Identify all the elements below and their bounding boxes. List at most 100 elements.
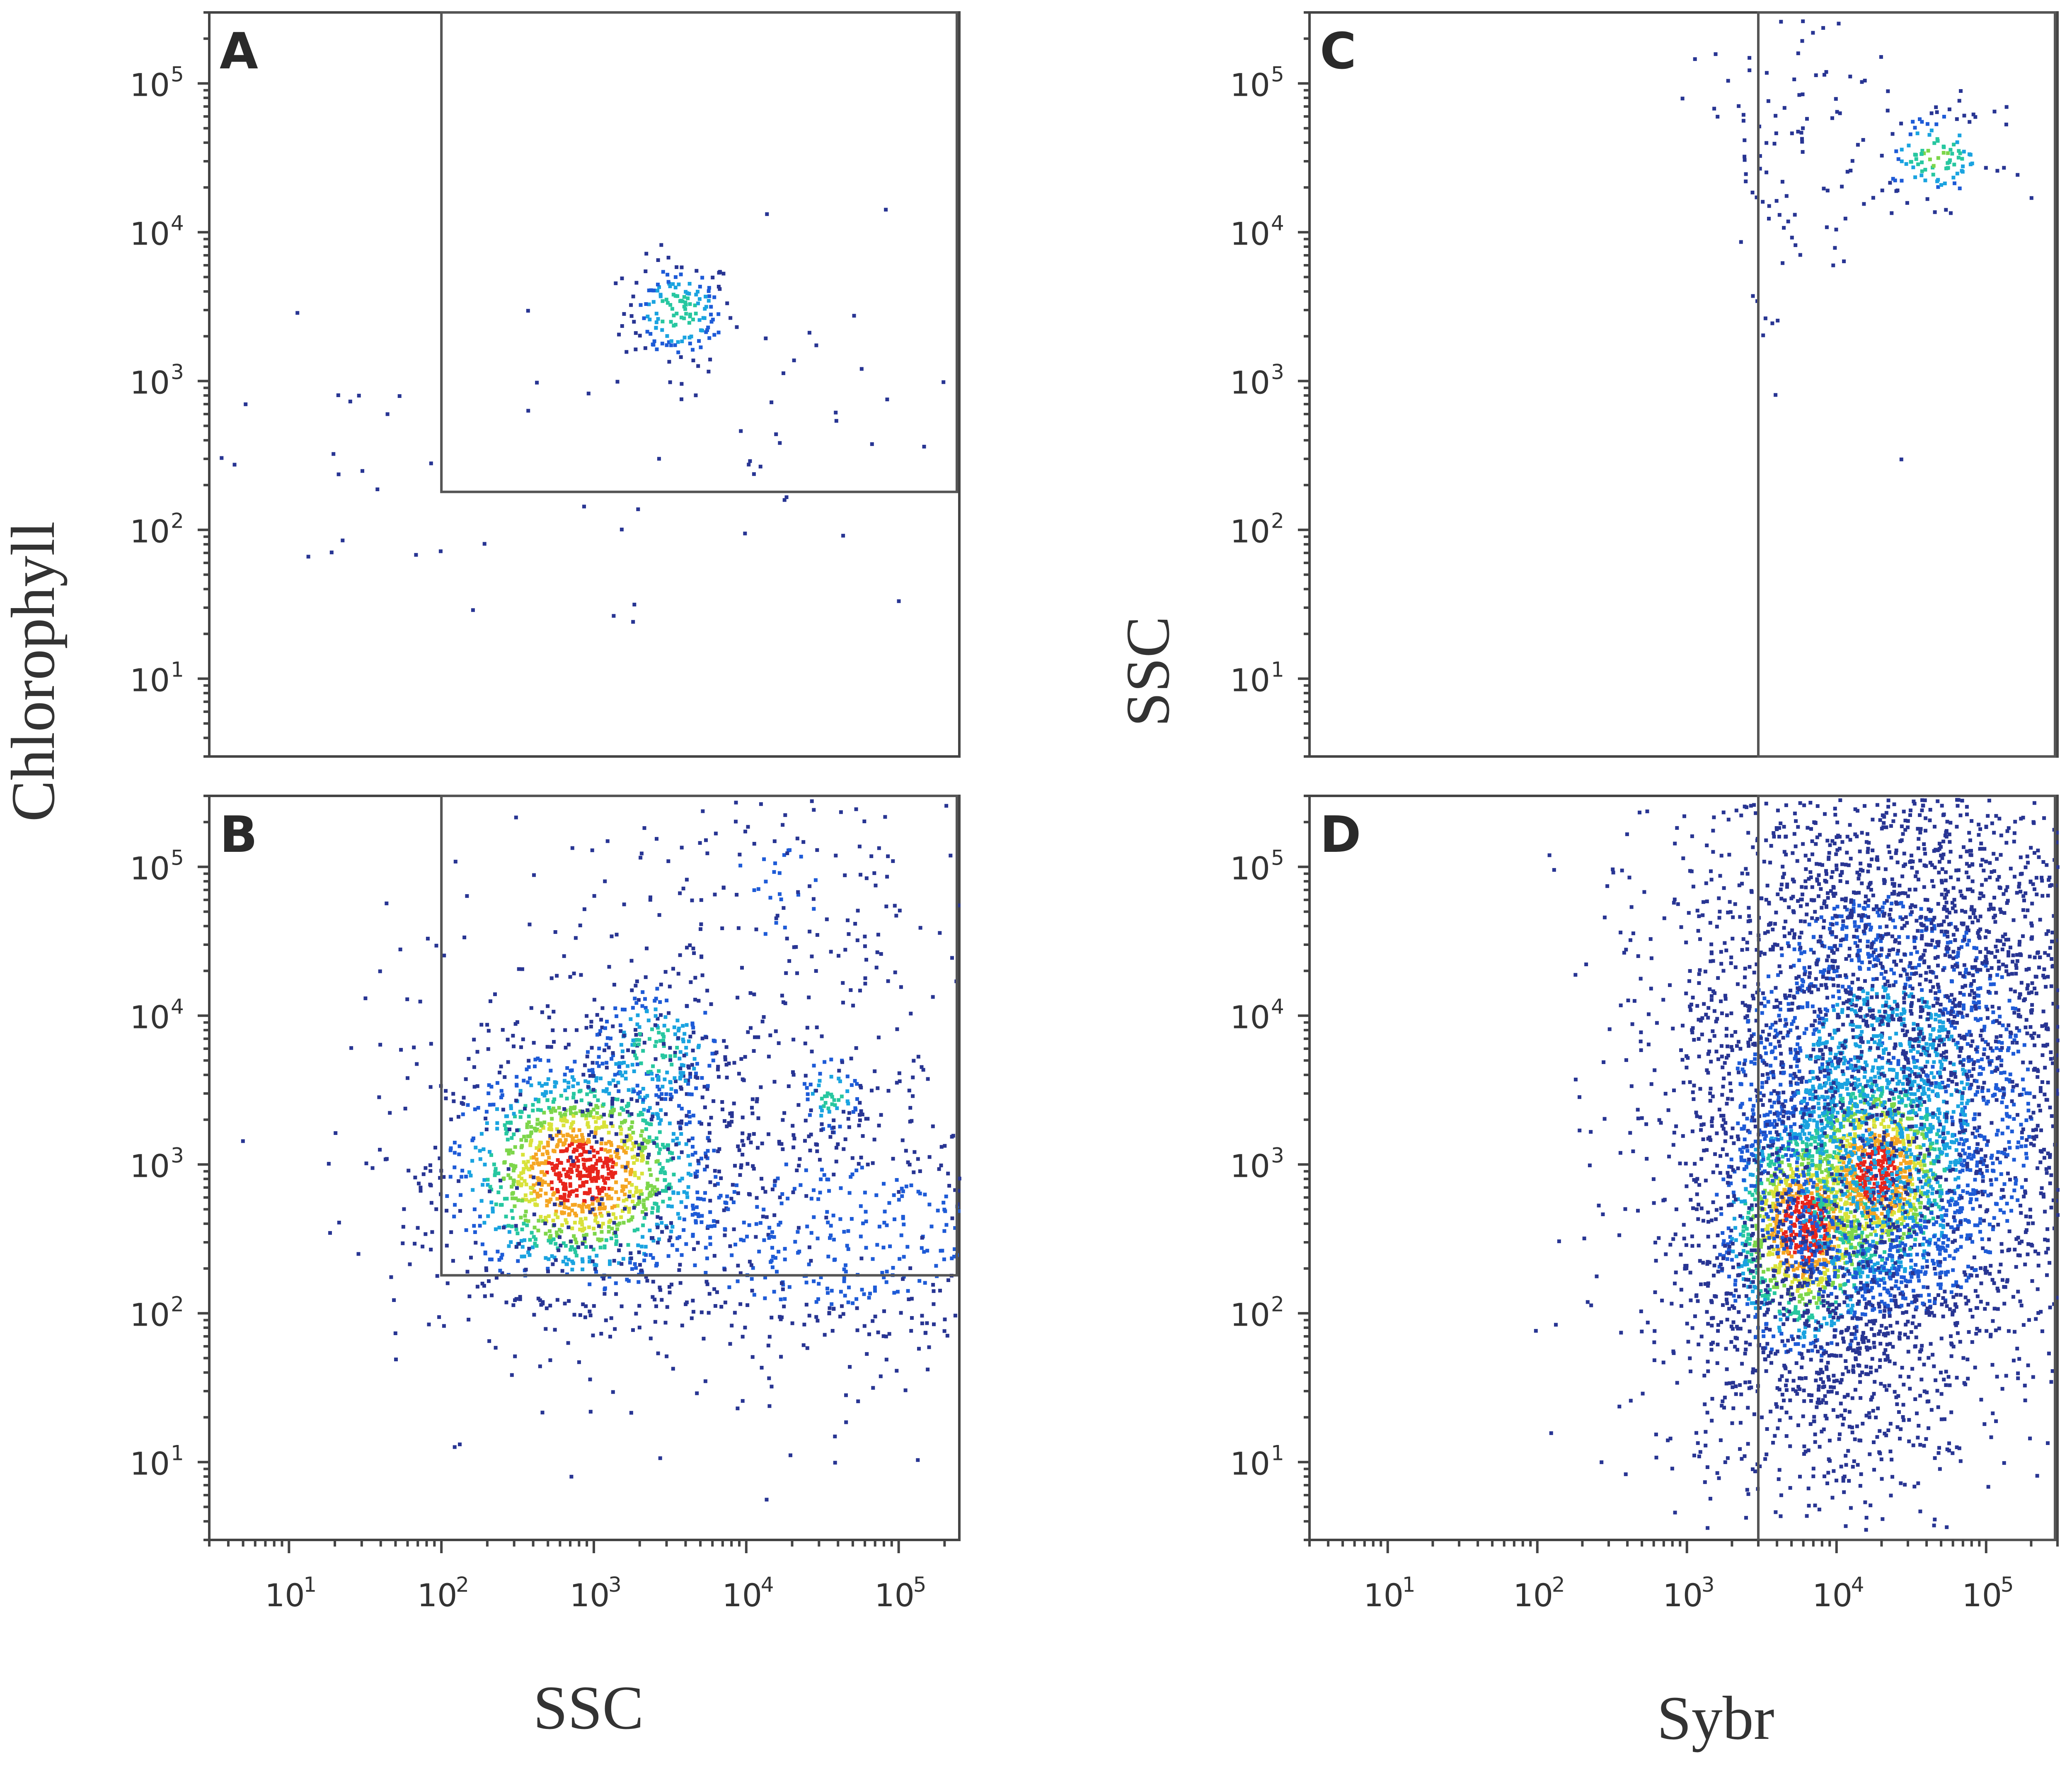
data-point bbox=[1858, 1083, 1862, 1087]
data-point bbox=[687, 282, 692, 286]
data-point bbox=[784, 971, 788, 975]
data-point bbox=[873, 1314, 877, 1319]
data-point bbox=[1840, 1378, 1844, 1382]
data-point bbox=[1830, 1302, 1835, 1307]
data-point bbox=[1961, 164, 1965, 168]
data-point bbox=[1841, 1256, 1845, 1260]
data-point bbox=[567, 1299, 571, 1303]
data-point bbox=[662, 1170, 666, 1174]
data-point bbox=[722, 1208, 726, 1212]
data-point bbox=[1819, 1262, 1823, 1266]
data-point bbox=[594, 1120, 598, 1124]
data-point bbox=[801, 840, 806, 844]
x-tick-exponent: 1 bbox=[303, 1573, 317, 1597]
data-point bbox=[549, 1125, 553, 1129]
data-point bbox=[520, 967, 524, 971]
data-point bbox=[544, 1216, 548, 1219]
data-point bbox=[592, 1149, 596, 1153]
data-point bbox=[1962, 150, 1966, 154]
data-point bbox=[1767, 1293, 1771, 1297]
data-point bbox=[377, 1095, 381, 1099]
data-point bbox=[637, 1304, 641, 1308]
y-tick-label: 10 bbox=[130, 662, 170, 698]
data-point bbox=[1741, 1249, 1745, 1253]
data-point bbox=[547, 1229, 552, 1233]
data-point bbox=[739, 1057, 743, 1061]
data-point bbox=[1745, 1149, 1750, 1153]
data-point bbox=[583, 1239, 587, 1244]
data-point bbox=[651, 1236, 655, 1240]
data-point bbox=[1794, 1182, 1798, 1186]
data-point bbox=[550, 1117, 554, 1121]
data-point bbox=[603, 1048, 606, 1052]
data-point bbox=[686, 296, 690, 301]
data-point bbox=[1849, 1243, 1853, 1247]
data-point bbox=[687, 1110, 691, 1114]
data-point bbox=[656, 1113, 660, 1117]
data-point bbox=[615, 1097, 620, 1101]
data-point bbox=[946, 1171, 950, 1176]
data-point bbox=[1766, 1268, 1770, 1272]
population-5 bbox=[590, 799, 961, 1126]
data-point bbox=[741, 1153, 745, 1156]
data-point bbox=[723, 1268, 727, 1272]
data-point bbox=[588, 1210, 592, 1214]
data-point bbox=[644, 1006, 648, 1010]
data-point bbox=[605, 1087, 609, 1091]
data-point bbox=[699, 1197, 703, 1201]
data-point bbox=[908, 1120, 912, 1124]
data-point bbox=[705, 989, 709, 993]
data-point bbox=[804, 1118, 808, 1123]
data-point bbox=[444, 1089, 448, 1093]
data-point bbox=[1799, 1293, 1803, 1297]
data-point bbox=[864, 1210, 868, 1214]
data-point bbox=[723, 1200, 727, 1205]
data-point bbox=[573, 1221, 577, 1225]
data-point bbox=[1852, 1035, 1856, 1039]
data-point bbox=[402, 1207, 406, 1211]
data-point bbox=[523, 1104, 528, 1108]
data-point bbox=[714, 832, 718, 836]
data-point bbox=[1878, 1195, 1883, 1199]
data-point bbox=[858, 1084, 862, 1088]
data-point bbox=[1742, 1112, 1746, 1116]
data-point bbox=[1745, 1250, 1750, 1254]
data-point bbox=[528, 1134, 532, 1138]
data-point bbox=[658, 1162, 662, 1166]
data-point bbox=[568, 1182, 572, 1186]
data-point bbox=[563, 1072, 567, 1076]
data-point bbox=[1712, 107, 1716, 111]
data-point bbox=[1772, 1182, 1775, 1186]
data-point bbox=[1776, 1153, 1780, 1157]
data-point bbox=[1794, 1342, 1798, 1346]
data-point bbox=[1909, 160, 1913, 164]
data-point bbox=[483, 1162, 487, 1166]
data-point bbox=[844, 1420, 848, 1424]
data-point bbox=[1741, 1229, 1745, 1233]
data-point bbox=[1774, 1187, 1778, 1191]
data-point bbox=[438, 1156, 442, 1160]
data-point bbox=[1849, 169, 1853, 172]
data-point bbox=[939, 1145, 944, 1149]
data-point bbox=[854, 807, 858, 811]
data-point bbox=[617, 1145, 621, 1149]
data-point bbox=[524, 1166, 528, 1169]
data-point bbox=[1918, 117, 1922, 121]
data-point bbox=[428, 1169, 433, 1173]
data-point bbox=[1740, 1216, 1744, 1220]
data-point bbox=[559, 1118, 563, 1122]
data-point bbox=[804, 1280, 808, 1285]
data-point bbox=[1788, 1200, 1792, 1204]
data-point bbox=[692, 951, 696, 955]
data-point bbox=[1788, 1185, 1792, 1189]
data-point bbox=[774, 1256, 777, 1260]
data-point bbox=[1799, 131, 1803, 135]
data-point bbox=[561, 1134, 565, 1138]
data-point bbox=[649, 895, 652, 899]
data-point bbox=[1794, 1307, 1798, 1312]
data-point bbox=[554, 1172, 558, 1176]
data-point bbox=[853, 922, 857, 926]
data-point bbox=[717, 1169, 721, 1173]
data-point bbox=[1796, 1200, 1800, 1205]
data-point bbox=[1891, 1200, 1895, 1205]
